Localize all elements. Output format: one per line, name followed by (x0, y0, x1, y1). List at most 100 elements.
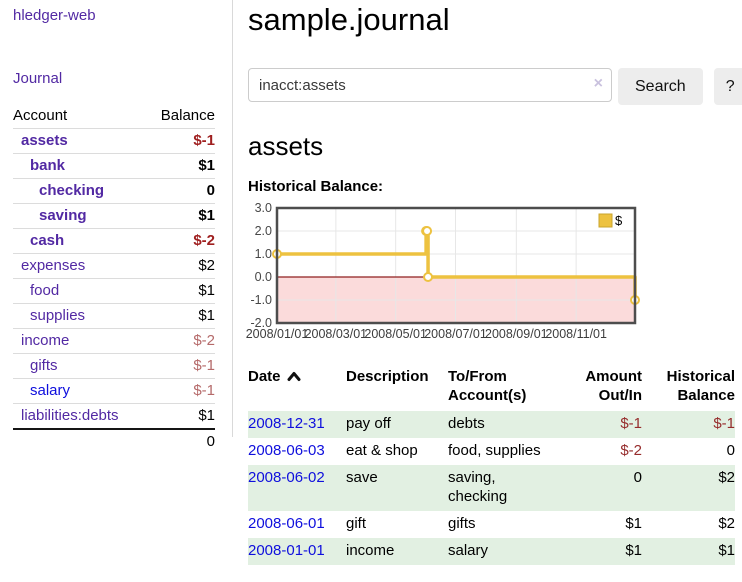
transaction-accounts: saving, checking (448, 469, 508, 505)
register-header-to-from-account-s-: To/From Account(s) (448, 365, 558, 411)
historical-balance-chart[interactable]: $3.0 2.0 1.0 0.0 -1.0 -2.0 2008/01/01 2008/03/0… (246, 200, 648, 346)
transaction-accounts: food, supplies (448, 442, 541, 459)
account-link[interactable]: assets (21, 132, 68, 149)
account-row: bank $1 (13, 153, 215, 179)
transaction-date-cell: 2008-06-02 (248, 465, 346, 511)
account-balance: $1 (146, 403, 215, 429)
register-header-label: Date (248, 368, 281, 385)
account-name-cell: checking (13, 178, 147, 204)
transaction-balance: $2 (718, 469, 735, 486)
register-header-date[interactable]: Date (248, 365, 346, 411)
transaction-description: gift (346, 515, 367, 532)
account-heading: assets (248, 131, 324, 161)
accounts-total-value: 0 (146, 428, 215, 454)
account-balance: $1 (146, 203, 215, 229)
accounts-total-row: 0 (13, 428, 215, 454)
search-form: × Search ? (248, 68, 742, 105)
account-row: income $-2 (13, 328, 215, 354)
account-link[interactable]: liabilities:debts (21, 407, 119, 424)
transaction-row: 2008-06-02 save saving, checking 0 $2 (248, 465, 735, 511)
chart-legend: $ (598, 213, 623, 228)
transaction-date-link[interactable]: 2008-06-03 (248, 442, 325, 459)
account-name-cell: salary (13, 378, 147, 404)
transaction-description: eat & shop (346, 442, 418, 459)
sidebar: hledger-web Journal Account Balance asse… (13, 0, 217, 454)
help-button[interactable]: ? (713, 68, 742, 105)
account-name-cell: gifts (13, 353, 147, 379)
account-row: checking 0 (13, 178, 215, 204)
register-header-label: Historical Balance (666, 368, 735, 404)
transaction-description: pay off (346, 415, 391, 432)
account-link[interactable]: supplies (30, 307, 86, 324)
account-link[interactable]: saving (39, 207, 87, 224)
page-title: sample.journal (248, 2, 450, 37)
accounts-total-spacer (13, 428, 147, 454)
transaction-row: 2008-01-01 income salary $1 $1 (248, 538, 735, 565)
y-axis-tick-label: 3.0 (255, 201, 272, 215)
transaction-amount: $-1 (620, 415, 642, 432)
account-row: food $1 (13, 278, 215, 304)
register-header-historical-balance: Historical Balance (642, 365, 735, 411)
transaction-date-cell: 2008-12-31 (248, 411, 346, 438)
transaction-date-cell: 2008-01-01 (248, 538, 346, 565)
accounts-table-header-row: Account Balance (13, 104, 215, 129)
register-header-amount-out-in: Amount Out/In (558, 365, 642, 411)
transaction-date-link[interactable]: 2008-06-01 (248, 515, 325, 532)
account-balance: $-1 (146, 353, 215, 379)
legend-label: $ (615, 213, 623, 228)
accounts-table: Account Balance assets $-1 bank $1 checking 0… (13, 104, 215, 454)
account-name-cell: income (13, 328, 147, 354)
x-axis-tick-label: 2008/01/01 (246, 327, 309, 341)
data-point-marker[interactable] (423, 272, 434, 282)
transaction-date-link[interactable]: 2008-06-02 (248, 469, 325, 486)
transaction-row: 2008-12-31 pay off debts $-1 $-1 (248, 411, 735, 438)
account-balance: $2 (146, 253, 215, 279)
y-axis-tick-label: 1.0 (255, 247, 272, 261)
transaction-description: save (346, 469, 378, 486)
account-row: liabilities:debts $1 (13, 403, 215, 429)
account-balance: $-1 (146, 128, 215, 154)
account-link[interactable]: salary (30, 382, 71, 399)
register-header-row: Date Description To/From Account(s) Amount … (248, 365, 735, 411)
account-balance: $1 (146, 153, 215, 179)
account-link[interactable]: checking (39, 182, 105, 199)
account-link[interactable]: food (30, 282, 60, 299)
account-link[interactable]: income (21, 332, 70, 349)
account-name-cell: assets (13, 128, 147, 154)
account-row: gifts $-1 (13, 353, 215, 379)
transaction-date-link[interactable]: 2008-01-01 (248, 542, 325, 559)
data-point-marker[interactable] (422, 226, 433, 236)
account-link[interactable]: cash (30, 232, 65, 249)
account-name-cell: food (13, 278, 147, 304)
account-balance: $-2 (146, 328, 215, 354)
register-header-label: Amount Out/In (585, 368, 642, 404)
transaction-balance: $-1 (713, 415, 735, 432)
chart-canvas[interactable]: $3.0 2.0 1.0 0.0 -1.0 -2.02008/01/012008/03/0… (246, 200, 648, 346)
x-axis-tick-label: 2008/07/01 (424, 327, 487, 341)
sidebar-item-journal[interactable]: Journal (13, 70, 63, 87)
y-axis-tick-label: 2.0 (255, 224, 272, 238)
transaction-accounts: salary (448, 542, 489, 559)
x-axis-tick-label: 2008/05/01 (364, 327, 427, 341)
account-balance: $1 (146, 278, 215, 304)
clear-search-icon[interactable]: × (593, 75, 603, 92)
accounts-header-account: Account (13, 107, 68, 124)
account-balance: $1 (146, 303, 215, 329)
account-link[interactable]: gifts (30, 357, 58, 374)
transaction-balance: 0 (726, 442, 735, 459)
search-input[interactable] (248, 68, 612, 102)
sidebar-divider (232, 0, 233, 437)
search-button[interactable]: Search (618, 68, 703, 105)
transaction-amount: $-2 (620, 442, 642, 459)
x-axis-tick-label: 2008/03/01 (305, 327, 368, 341)
brand-link[interactable]: hledger-web (13, 7, 96, 24)
register-header-label: To/From Account(s) (448, 368, 527, 404)
account-link[interactable]: bank (30, 157, 66, 174)
transaction-date-link[interactable]: 2008-12-31 (248, 415, 325, 432)
transaction-date-cell: 2008-06-03 (248, 438, 346, 465)
account-link[interactable]: expenses (21, 257, 86, 274)
chart-border (275, 206, 637, 325)
account-balance: $-1 (146, 378, 215, 404)
sort-ascending-icon (287, 372, 301, 381)
